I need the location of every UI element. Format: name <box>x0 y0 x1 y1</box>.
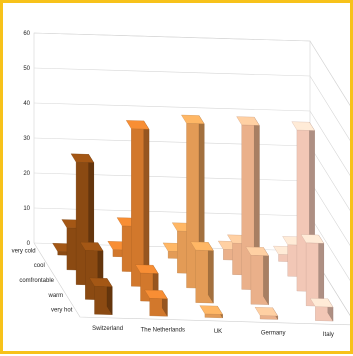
y-tick-label: 50 <box>23 66 30 72</box>
y-tick-label: 60 <box>23 31 30 37</box>
category-label: UK <box>214 329 222 335</box>
bar <box>254 307 279 321</box>
chart-grid <box>33 32 353 326</box>
bar-top <box>135 264 159 274</box>
bar-top <box>79 241 104 252</box>
bar-top <box>300 234 325 244</box>
y-axis-ticks: 0 10 20 30 40 50 60 <box>23 31 30 247</box>
bar-top <box>89 277 113 287</box>
y-tick-label: 20 <box>23 171 30 177</box>
bar-side <box>143 120 150 288</box>
bar-top <box>236 116 260 126</box>
bar <box>309 298 334 322</box>
bar-side <box>208 241 214 304</box>
category-label: Italy <box>323 332 334 338</box>
depth-label: comfrontable <box>19 278 54 284</box>
bar <box>89 277 113 316</box>
bar-front <box>204 313 223 319</box>
category-label: The Netherlands <box>141 327 185 333</box>
bar-top <box>291 121 315 131</box>
bar-top <box>70 153 95 163</box>
bar-top <box>144 289 168 299</box>
depth-label: very cold <box>12 248 36 254</box>
bar-top <box>125 120 150 130</box>
y-tick-label: 40 <box>23 101 30 107</box>
category-label: Switzerland <box>92 326 123 332</box>
chart-svg: 0 10 20 30 40 50 60 very cold cool comfrontable w… <box>12 31 353 338</box>
bar-top <box>181 114 205 124</box>
bar-top <box>199 305 223 315</box>
bar <box>245 246 269 306</box>
bar <box>300 234 325 307</box>
bar <box>190 241 214 304</box>
depth-label: very hot <box>51 308 73 314</box>
bar-front <box>259 315 278 320</box>
bar <box>144 289 168 317</box>
y-tick-label: 30 <box>23 136 30 142</box>
bar-top <box>245 246 269 256</box>
bar-side <box>263 246 269 306</box>
gridline <box>33 102 353 181</box>
bar-top <box>190 241 214 251</box>
chart-bars <box>52 114 334 322</box>
y-tick-label: 0 <box>27 241 31 247</box>
depth-label: warm <box>48 293 64 299</box>
category-axis-labels: Switzerland The Netherlands UK Germany Italy <box>92 326 334 338</box>
bar-top <box>309 298 334 308</box>
bar <box>199 305 223 319</box>
category-label: Germany <box>261 331 286 337</box>
bar-side <box>318 234 324 307</box>
gridline <box>33 67 353 146</box>
bar <box>125 120 150 288</box>
depth-axis-labels: very cold cool comfrontable warm very hot <box>12 248 73 313</box>
gridline <box>33 32 353 111</box>
floor-edge <box>33 242 353 326</box>
bar-top <box>254 307 279 317</box>
y-tick-label: 10 <box>23 206 30 212</box>
depth-label: cool <box>34 263 45 269</box>
